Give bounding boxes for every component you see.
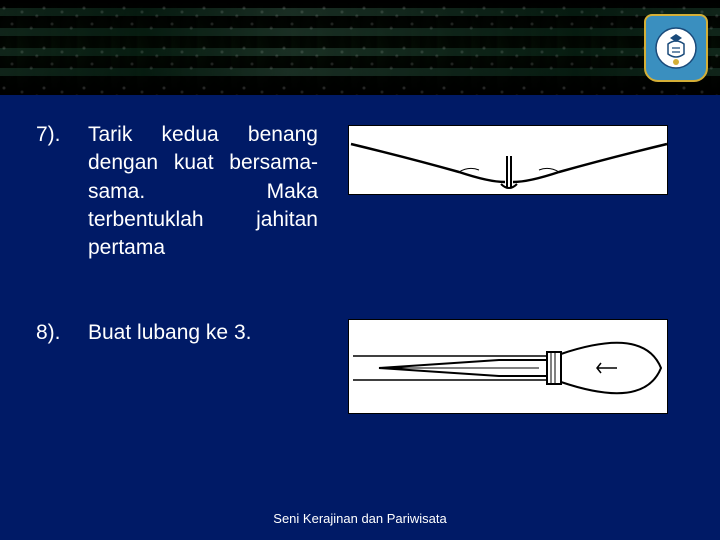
item-text: Buat lubang ke 3. (88, 319, 318, 347)
list-item: 7). Tarik kedua benang dengan kuat bersa… (36, 121, 684, 263)
item-text: Tarik kedua benang dengan kuat bersama-s… (88, 121, 318, 263)
item-number: 7). (36, 121, 88, 149)
header-band (0, 0, 720, 95)
item-number: 8). (36, 319, 88, 347)
education-emblem-icon (652, 24, 700, 72)
logo-badge (644, 14, 708, 82)
footer-text: Seni Kerajinan dan Pariwisata (0, 511, 720, 526)
list-item: 8). Buat lubang ke 3. (36, 319, 684, 414)
illustration-thread-pull (348, 125, 668, 195)
slide-content: 7). Tarik kedua benang dengan kuat bersa… (0, 95, 720, 414)
illustration-awl (348, 319, 668, 414)
